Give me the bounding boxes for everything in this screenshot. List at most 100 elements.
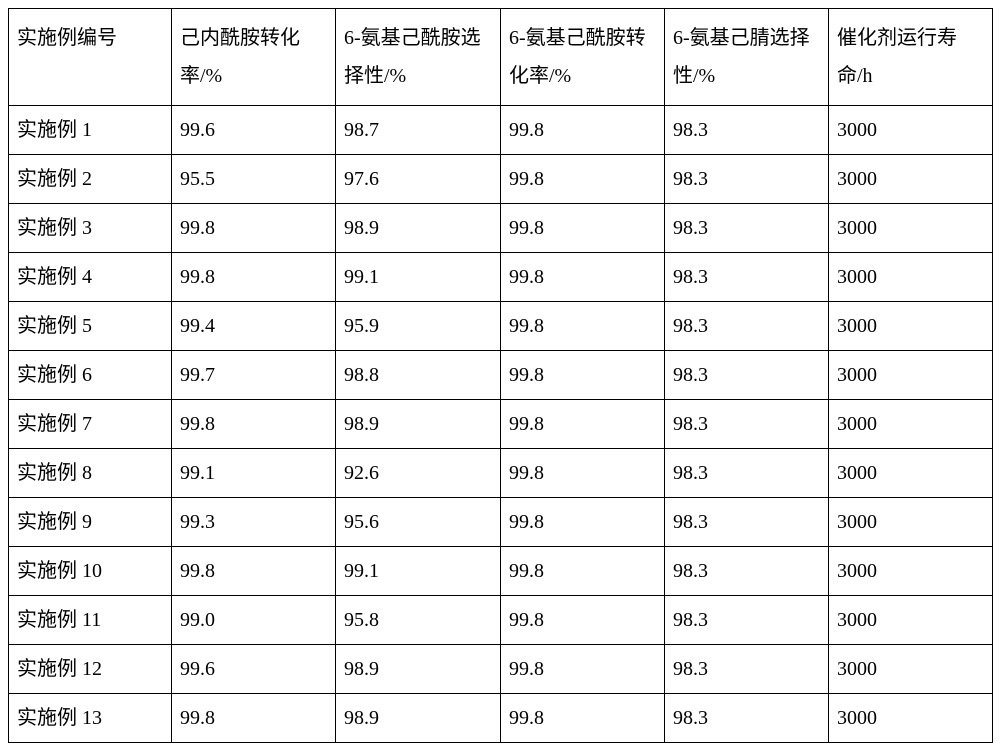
table-row: 实施例 499.899.199.898.33000 [9,253,993,302]
table-header-row: 实施例编号 己内酰胺转化率/% 6-氨基己酰胺选择性/% 6-氨基己酰胺转化率/… [9,9,993,106]
table-cell: 实施例 13 [9,694,172,743]
table-cell: 98.3 [665,645,829,694]
table-cell: 98.3 [665,498,829,547]
table-cell: 98.3 [665,106,829,155]
table-cell: 3000 [829,253,993,302]
table-cell: 99.1 [172,449,336,498]
column-header: 6-氨基己腈选择性/% [665,9,829,106]
table-cell: 99.8 [501,547,665,596]
table-cell: 99.8 [172,204,336,253]
table-row: 实施例 999.395.699.898.33000 [9,498,993,547]
table-row: 实施例 1199.095.899.898.33000 [9,596,993,645]
table-row: 实施例 399.898.999.898.33000 [9,204,993,253]
table-cell: 98.3 [665,253,829,302]
table-cell: 实施例 4 [9,253,172,302]
table-cell: 99.6 [172,645,336,694]
table-cell: 98.9 [336,645,501,694]
table-cell: 99.0 [172,596,336,645]
table-row: 实施例 699.798.899.898.33000 [9,351,993,400]
table-cell: 实施例 2 [9,155,172,204]
table-cell: 3000 [829,547,993,596]
table-cell: 99.8 [501,694,665,743]
table-cell: 3000 [829,400,993,449]
table-cell: 实施例 6 [9,351,172,400]
table-row: 实施例 1099.899.199.898.33000 [9,547,993,596]
table-cell: 99.8 [501,351,665,400]
table-cell: 3000 [829,302,993,351]
table-cell: 3000 [829,106,993,155]
table-cell: 实施例 8 [9,449,172,498]
table-cell: 3000 [829,694,993,743]
table-row: 实施例 199.698.799.898.33000 [9,106,993,155]
table-cell: 3000 [829,351,993,400]
table-cell: 97.6 [336,155,501,204]
table-row: 实施例 899.192.699.898.33000 [9,449,993,498]
table-cell: 3000 [829,645,993,694]
table-row: 实施例 599.495.999.898.33000 [9,302,993,351]
table-cell: 99.8 [172,400,336,449]
table-cell: 99.8 [172,547,336,596]
table-cell: 98.7 [336,106,501,155]
table-cell: 实施例 1 [9,106,172,155]
table-cell: 99.1 [336,547,501,596]
table-cell: 99.8 [501,302,665,351]
table-cell: 实施例 12 [9,645,172,694]
table-cell: 99.6 [172,106,336,155]
column-header: 6-氨基己酰胺选择性/% [336,9,501,106]
table-body: 实施例 199.698.799.898.33000实施例 295.597.699… [9,106,993,743]
table-cell: 3000 [829,449,993,498]
table-cell: 99.8 [501,449,665,498]
table-cell: 95.8 [336,596,501,645]
table-cell: 3000 [829,498,993,547]
table-cell: 99.8 [501,204,665,253]
table-cell: 99.8 [501,400,665,449]
table-cell: 98.3 [665,400,829,449]
table-cell: 实施例 5 [9,302,172,351]
table-cell: 98.3 [665,302,829,351]
table-cell: 98.3 [665,449,829,498]
table-cell: 实施例 11 [9,596,172,645]
table-row: 实施例 295.597.699.898.33000 [9,155,993,204]
table-cell: 实施例 10 [9,547,172,596]
table-cell: 95.5 [172,155,336,204]
table-row: 实施例 1299.698.999.898.33000 [9,645,993,694]
table-row: 实施例 1399.898.999.898.33000 [9,694,993,743]
column-header: 6-氨基己酰胺转化率/% [501,9,665,106]
table-cell: 98.3 [665,547,829,596]
table-row: 实施例 799.898.999.898.33000 [9,400,993,449]
table-cell: 98.9 [336,694,501,743]
table-cell: 实施例 3 [9,204,172,253]
data-table: 实施例编号 己内酰胺转化率/% 6-氨基己酰胺选择性/% 6-氨基己酰胺转化率/… [8,8,993,743]
table-cell: 99.4 [172,302,336,351]
table-cell: 98.3 [665,596,829,645]
table-cell: 95.6 [336,498,501,547]
table-cell: 98.3 [665,351,829,400]
table-cell: 98.8 [336,351,501,400]
table-cell: 实施例 9 [9,498,172,547]
table-cell: 98.3 [665,155,829,204]
table-cell: 98.9 [336,204,501,253]
table-cell: 99.1 [336,253,501,302]
column-header: 己内酰胺转化率/% [172,9,336,106]
table-cell: 98.3 [665,694,829,743]
column-header: 实施例编号 [9,9,172,106]
table-cell: 99.8 [501,645,665,694]
column-header: 催化剂运行寿命/h [829,9,993,106]
table-cell: 3000 [829,155,993,204]
table-cell: 99.8 [501,106,665,155]
table-cell: 99.7 [172,351,336,400]
table-cell: 实施例 7 [9,400,172,449]
table-cell: 95.9 [336,302,501,351]
table-cell: 98.3 [665,204,829,253]
table-cell: 99.8 [501,498,665,547]
table-cell: 92.6 [336,449,501,498]
table-cell: 99.3 [172,498,336,547]
table-cell: 99.8 [501,253,665,302]
table-cell: 3000 [829,596,993,645]
table-cell: 99.8 [172,694,336,743]
table-cell: 99.8 [172,253,336,302]
table-cell: 98.9 [336,400,501,449]
table-cell: 3000 [829,204,993,253]
table-cell: 99.8 [501,155,665,204]
table-cell: 99.8 [501,596,665,645]
